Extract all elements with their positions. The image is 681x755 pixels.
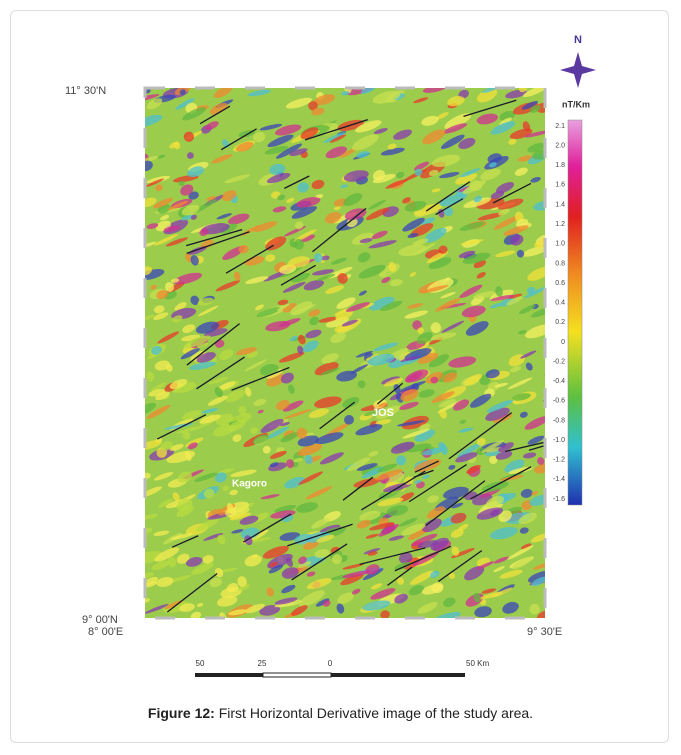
- scale-label: 0: [328, 659, 333, 668]
- coord-label: 8° 00'E: [88, 626, 123, 638]
- colorbar-tick-label: -1.6: [553, 496, 565, 503]
- coord-label: 11° 30'N: [65, 85, 106, 97]
- coord-label: 9° 30'E: [527, 626, 562, 638]
- scale-label: 25: [258, 659, 267, 668]
- colorbar-tick-label: 1.4: [555, 201, 565, 208]
- caption-text: First Horizontal Derivative image of the…: [215, 705, 533, 721]
- figure: N nT/Km 2.1 2.0 1.8 1.6 1.4 1.2 1.0 0.8 0.6 0.4 0.…: [0, 0, 681, 700]
- colorbar-tick-label: -0.2: [553, 358, 565, 365]
- caption: Figure 12: First Horizontal Derivative i…: [0, 705, 681, 721]
- colorbar-tick-label: -1.4: [553, 476, 565, 483]
- colorbar-tick-label: 1.8: [555, 162, 565, 169]
- place-label: Kagoro: [232, 479, 267, 490]
- colorbar-tick-label: -1.2: [553, 457, 565, 464]
- colorbar-tick-label: 2.1: [555, 123, 565, 130]
- caption-label: Figure 12:: [148, 705, 215, 721]
- scale-label: 50 Km: [466, 659, 489, 668]
- colorbar-tick-label: 0.6: [555, 280, 565, 287]
- colorbar: [568, 120, 582, 505]
- place-label: JOS: [372, 407, 394, 419]
- unit-label: nT/Km: [562, 99, 590, 109]
- colorbar-tick-label: -0.4: [553, 378, 565, 385]
- colorbar-tick-label: 1.6: [555, 182, 565, 189]
- page: N nT/Km 2.1 2.0 1.8 1.6 1.4 1.2 1.0 0.8 0.6 0.4 0.…: [0, 0, 681, 755]
- colorbar-tick-label: 0.2: [555, 319, 565, 326]
- colorbar-tick-label: 1.2: [555, 221, 565, 228]
- colorbar-tick-label: -1.0: [553, 437, 565, 444]
- scale-label: 50: [196, 659, 205, 668]
- colorbar-tick-label: 2.0: [555, 142, 565, 149]
- north-label: N: [574, 34, 582, 46]
- scale-bar: [195, 673, 465, 677]
- colorbar-tick-label: 0.8: [555, 260, 565, 267]
- colorbar-tick-label: -0.8: [553, 417, 565, 424]
- colorbar-tick-label: 0: [561, 339, 565, 346]
- compass: [560, 52, 596, 88]
- coord-label: 9° 00'N: [82, 614, 118, 626]
- colorbar-tick-label: 0.4: [555, 300, 565, 307]
- colorbar-tick-label: 1.0: [555, 241, 565, 248]
- colorbar-tick-label: -0.6: [553, 398, 565, 405]
